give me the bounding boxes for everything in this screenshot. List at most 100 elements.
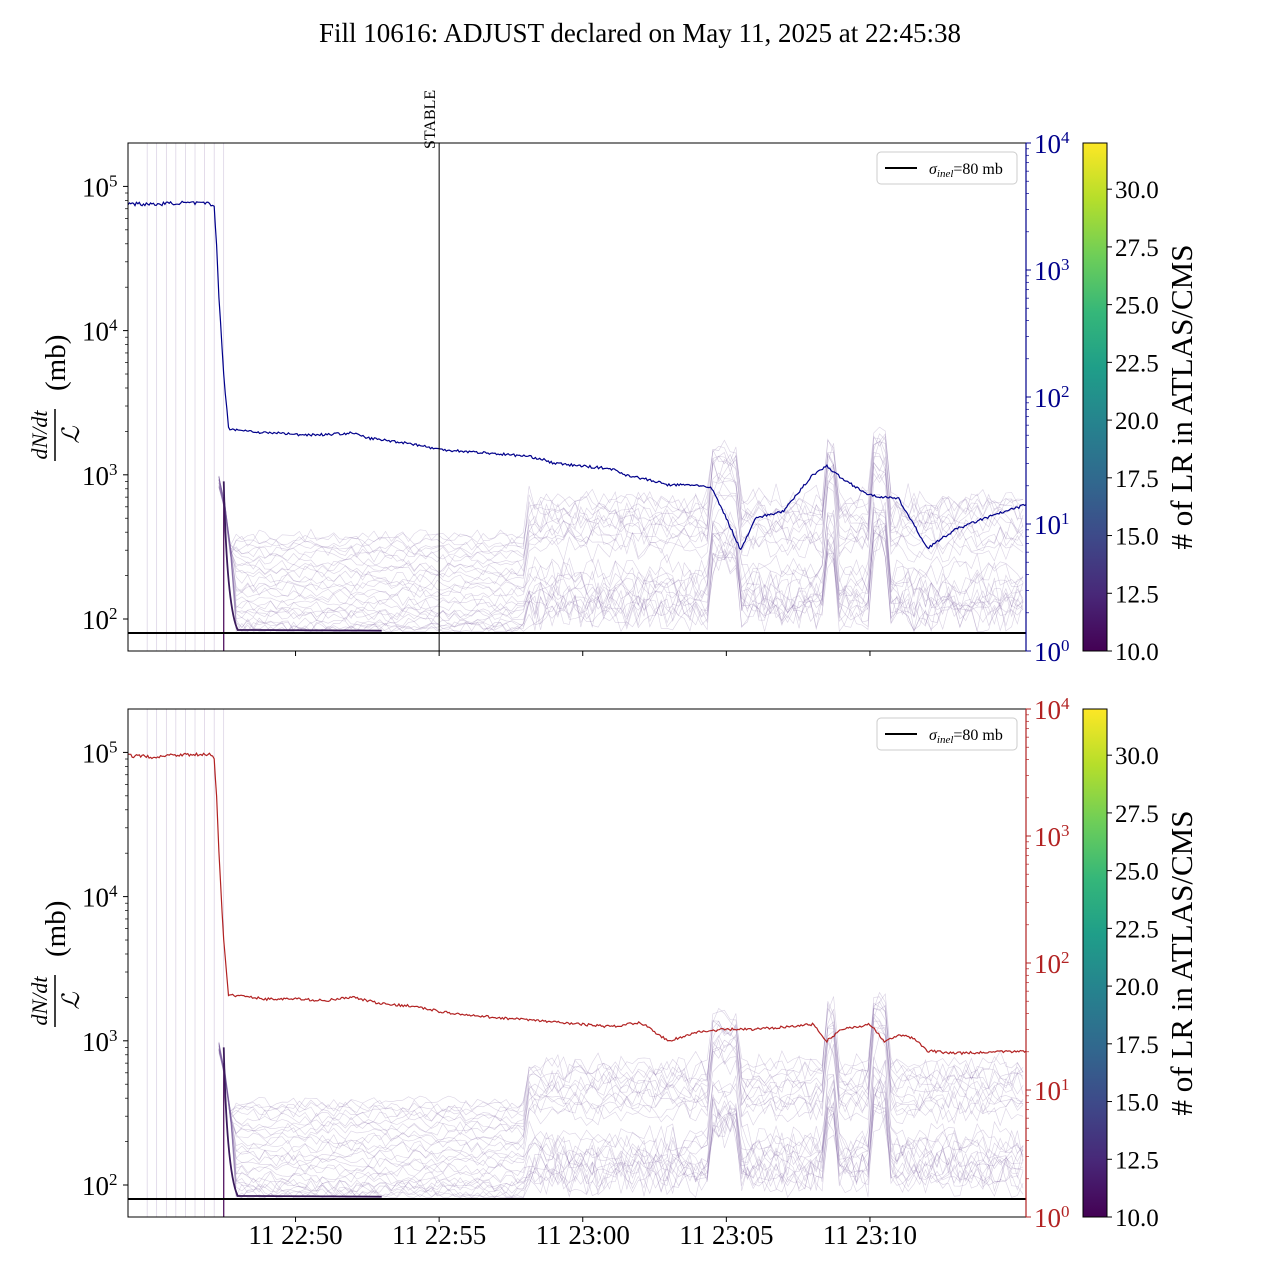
- lr-trace: [218, 435, 1024, 557]
- lr-trace: [218, 1052, 1024, 1199]
- main-series-line: [128, 752, 1026, 1056]
- lr-trace: [218, 1044, 1024, 1176]
- lr-trace: [218, 1048, 1024, 1195]
- lr-trace: [218, 1050, 1024, 1184]
- lr-drop-curve: [222, 481, 382, 632]
- x-tick-label: 11 22:55: [392, 1220, 486, 1250]
- right-tick-label-base: 10: [1034, 1076, 1061, 1106]
- lr-trace: [218, 473, 1024, 592]
- colorbar-tick-label: 20.0: [1115, 974, 1159, 1001]
- right-tick-label-exp: 1: [1061, 509, 1070, 528]
- y-tick-label: 102: [82, 604, 118, 635]
- figure-title: Fill 10616: ADJUST declared on May 11, 2…: [319, 18, 961, 48]
- panel-bottom: dN/dt ℒ (mb) 11 22:50 11 22:55 11 23:00 11 23:…: [27, 708, 1199, 1250]
- right-tick-label-exp: 4: [1061, 694, 1070, 713]
- lr-trace: [218, 455, 1024, 576]
- lr-trace: [218, 472, 1024, 588]
- right-tick-label-exp: 0: [1061, 1202, 1070, 1221]
- colorbar-tick-label: 17.5: [1115, 466, 1159, 493]
- right-tick-label-exp: 3: [1061, 821, 1070, 840]
- colorbar-tick-label: 30.0: [1115, 177, 1159, 204]
- lr-trace: [218, 1042, 1024, 1178]
- right-tick-label-exp: 2: [1061, 382, 1070, 401]
- lr-trace: [218, 437, 1024, 554]
- legend-label: σinel=80 mb: [929, 727, 1003, 746]
- colorbar: [1082, 142, 1108, 652]
- lr-trace: [218, 1025, 1024, 1146]
- lr-trace: [218, 1016, 1024, 1141]
- x-tick-label: 11 23:10: [823, 1220, 917, 1250]
- legend-box: [876, 151, 1018, 185]
- main-series-line: [128, 200, 1026, 551]
- y-tick-label: 104: [82, 316, 118, 347]
- lr-trace: [218, 1053, 1024, 1170]
- right-tick-label-exp: 3: [1061, 255, 1070, 274]
- lr-trace: [218, 476, 1024, 594]
- lr-trace: [218, 1008, 1024, 1130]
- lr-trace: [218, 451, 1024, 567]
- y-tick-label: 102: [82, 1170, 118, 1201]
- lr-trace: [218, 1049, 1024, 1185]
- legend-label: σinel=80 mb: [929, 161, 1003, 180]
- y-tick-label-base: 10: [82, 172, 109, 202]
- lr-trace: [218, 996, 1024, 1112]
- colorbar-label: # of LR in ATLAS/CMS: [1164, 811, 1199, 1116]
- right-tick-label-exp: 1: [1061, 1075, 1070, 1094]
- right-tick-label-exp: 2: [1061, 948, 1070, 967]
- colorbar-tick-label: 22.5: [1115, 916, 1159, 943]
- right-tick-label-base: 10: [1034, 637, 1061, 667]
- y-label-numerator: dN/dt: [27, 976, 52, 1026]
- x-tick-label: 11 23:00: [536, 1220, 630, 1250]
- y-tick-label-exp: 3: [109, 1026, 118, 1045]
- y-tick-label-exp: 4: [109, 316, 118, 335]
- lr-trace: [218, 1049, 1024, 1198]
- right-tick-label: 102: [1034, 948, 1070, 979]
- y-tick-label-base: 10: [82, 883, 109, 913]
- y-tick-label-base: 10: [82, 461, 109, 491]
- right-tick-label-exp: 0: [1061, 636, 1070, 655]
- lr-trace: [218, 1013, 1024, 1135]
- lr-trace: [218, 426, 1024, 553]
- lr-trace: [218, 1000, 1024, 1122]
- right-tick-label: 100: [1034, 636, 1070, 667]
- right-tick-label-base: 10: [1034, 695, 1061, 725]
- right-tick-label: 101: [1034, 1075, 1070, 1106]
- colorbar-tick-label: 10.0: [1115, 1205, 1159, 1232]
- right-tick-label-base: 10: [1034, 256, 1061, 286]
- y-tick-label-base: 10: [82, 317, 109, 347]
- colorbar: [1082, 708, 1108, 1218]
- y-tick-label-exp: 2: [109, 1170, 118, 1189]
- x-tick-label: 11 22:50: [248, 1220, 342, 1250]
- colorbar-label: # of LR in ATLAS/CMS: [1164, 245, 1199, 550]
- lr-trace: [218, 487, 1024, 619]
- lr-trace: [218, 477, 1024, 632]
- right-tick-label: 104: [1034, 694, 1070, 725]
- right-tick-label: 103: [1034, 255, 1070, 286]
- y-tick-label-exp: 2: [109, 604, 118, 623]
- plot-area: [128, 143, 1026, 651]
- lr-trace: [218, 486, 1024, 630]
- y-tick-label-exp: 5: [109, 171, 118, 190]
- colorbar-tick-label: 20.0: [1115, 408, 1159, 435]
- lr-trace: [218, 1044, 1024, 1161]
- lr-trace: [218, 1046, 1024, 1194]
- stable-marker-label: STABLE: [422, 90, 439, 149]
- lr-trace: [218, 462, 1024, 578]
- lr-trace: [218, 1028, 1024, 1153]
- y-tick-label-exp: 5: [109, 737, 118, 756]
- plot-area: [128, 709, 1026, 1217]
- lr-trace: [218, 464, 1024, 584]
- y-tick-label-exp: 4: [109, 882, 118, 901]
- lr-trace: [218, 441, 1024, 560]
- y-tick-label: 105: [82, 737, 118, 768]
- lr-trace: [218, 477, 1024, 624]
- lr-trace: [218, 433, 1024, 547]
- lr-trace: [218, 440, 1024, 563]
- lr-trace: [218, 1042, 1024, 1168]
- lr-drop-curve: [222, 1047, 382, 1198]
- lr-trace: [218, 482, 1024, 612]
- lr-trace: [218, 433, 1024, 557]
- lr-trace: [218, 476, 1024, 633]
- y-label-denominator: ℒ: [59, 426, 85, 444]
